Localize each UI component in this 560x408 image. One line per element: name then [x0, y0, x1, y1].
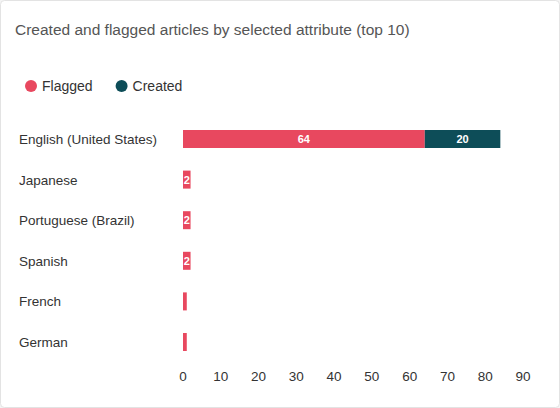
legend-label: Created [133, 78, 183, 94]
bar [183, 130, 425, 148]
bar [183, 252, 191, 270]
category-label: French [19, 294, 61, 309]
category-label: Portuguese (Brazil) [19, 213, 135, 228]
y-axis-labels: English (United States) Japanese Portugues… [19, 132, 157, 350]
data-label: 20 [456, 133, 468, 145]
x-tick-label: 10 [213, 369, 228, 384]
x-axis-labels: 0 10 20 30 40 50 60 70 80 90 [179, 369, 530, 384]
x-tick-label: 70 [440, 369, 455, 384]
bar [186, 333, 187, 351]
bar [183, 171, 191, 189]
category-label: German [19, 335, 68, 350]
x-tick-label: 60 [402, 369, 417, 384]
bar [425, 130, 501, 148]
chart-root: Created and flagged articles by selected… [0, 0, 560, 408]
card [1, 1, 560, 408]
bar [186, 292, 187, 310]
x-tick-label: 90 [515, 369, 530, 384]
x-tick-label: 50 [364, 369, 379, 384]
bar [190, 252, 191, 270]
bar [190, 211, 191, 229]
chart-svg: Created and flagged articles by selected… [0, 0, 560, 408]
data-label: 2 [184, 255, 190, 267]
category-label: Japanese [19, 173, 78, 188]
title: Created and flagged articles by selected… [15, 21, 410, 38]
legend-label: Flagged [42, 78, 93, 94]
bar [183, 292, 187, 310]
data-label: 2 [184, 174, 190, 186]
bar [190, 171, 191, 189]
data-labels: 64 20 2 2 2 [184, 133, 469, 267]
x-tick-label: 0 [179, 369, 187, 384]
data-label: 64 [298, 133, 311, 145]
category-label: Spanish [19, 254, 68, 269]
legend-swatch [116, 80, 128, 92]
bar [183, 333, 187, 351]
category-label: English (United States) [19, 132, 157, 147]
x-tick-label: 80 [478, 369, 493, 384]
x-tick-label: 30 [289, 369, 304, 384]
legend: Flagged Created [25, 78, 182, 94]
x-tick-label: 40 [327, 369, 342, 384]
data-label: 2 [184, 214, 190, 226]
legend-swatch [25, 80, 37, 92]
bars [183, 130, 500, 351]
bar [183, 211, 191, 229]
x-tick-label: 20 [251, 369, 266, 384]
